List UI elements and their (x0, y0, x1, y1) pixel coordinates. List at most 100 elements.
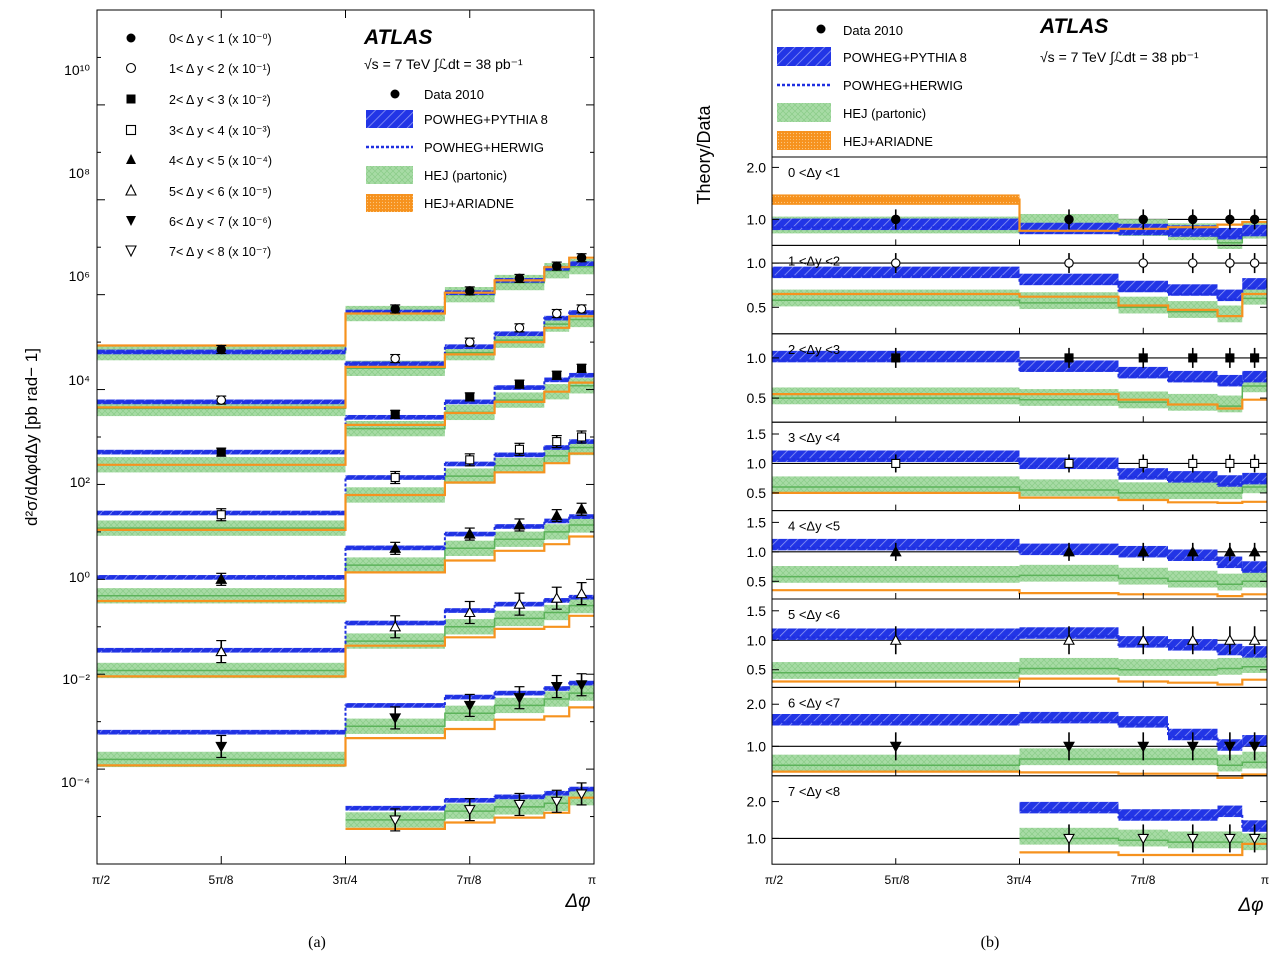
data-point (550, 592, 563, 603)
hej-ariadne-line (772, 677, 1267, 686)
x-tick-label: π/2 (765, 873, 784, 887)
y-tick-label: 1.0 (747, 255, 767, 271)
hej-ariadne-line (97, 315, 594, 409)
y-tick-label: 0.5 (747, 662, 767, 678)
data-point (577, 363, 587, 373)
data-point (514, 379, 525, 389)
powheg-pythia-band (772, 714, 1020, 726)
legend-label: Data 2010 (843, 23, 903, 38)
data-point (215, 741, 228, 753)
hej-partonic-band (1167, 570, 1218, 588)
legend-label: 3< Δ y < 4 (x 10⁻³) (169, 124, 271, 138)
data-point (390, 409, 400, 419)
left-energy-label: √s = 7 TeV ∫ℒdt = 38 pb⁻¹ (364, 56, 523, 72)
data-point (1225, 258, 1235, 268)
y-tick-label: 1.5 (747, 603, 767, 619)
hej-ariadne-line (97, 706, 594, 767)
left-plot-area (97, 252, 594, 832)
data-point (891, 353, 901, 363)
data-point (1064, 214, 1074, 225)
powheg-pythia-swatch (777, 47, 831, 66)
powheg-pythia-band (1118, 366, 1168, 379)
data-point (216, 395, 227, 405)
y-tick-label: 2.0 (747, 159, 767, 175)
hej-partonic-band (1019, 657, 1119, 675)
right-x-axis-label: Δφ (1237, 895, 1263, 916)
data-point (890, 258, 901, 268)
data-point (889, 741, 902, 753)
hej-partonic-band (772, 476, 1020, 494)
data-point (514, 444, 525, 454)
powheg-herwig-line (772, 635, 1267, 656)
open-triangle-up-marker (125, 183, 137, 196)
right-y-axis-label: Theory/Data (694, 104, 714, 204)
y-tick-label: 0.5 (747, 390, 767, 406)
series-group (97, 304, 594, 417)
right-atlas-label: ATLAS (1039, 15, 1108, 38)
data-point (1250, 458, 1260, 469)
ratio-subpanel: 7 <Δy <8 2.0 1.0 (747, 775, 1268, 865)
hej-ariadne-line (772, 589, 1267, 598)
right-energy-label: √s = 7 TeV ∫ℒdt = 38 pb⁻¹ (1040, 49, 1199, 65)
data-point (577, 432, 587, 442)
hej-ariadne-line (772, 393, 1267, 410)
data-point (1138, 353, 1148, 363)
hej-partonic-swatch (777, 103, 831, 122)
x-tick-label: 3π/4 (333, 873, 358, 887)
left-tick-marks (96, 9, 595, 865)
ratio-subpanel: 2 <Δy <3 1.0 0.5 (747, 333, 1268, 423)
x-tick-label: 5π/8 (209, 873, 234, 887)
data-point (550, 796, 563, 808)
data-point (1064, 258, 1074, 268)
data-point (1137, 545, 1150, 557)
data-point (464, 337, 475, 347)
subpanel-label: 2 <Δy <3 (788, 342, 840, 357)
data-point (552, 370, 562, 380)
data-point (463, 527, 476, 539)
data-point (390, 353, 400, 364)
legend-label: POWHEG+HERWIG (843, 78, 963, 93)
data-point (1138, 458, 1148, 469)
data-point (215, 645, 228, 657)
data-point (1063, 545, 1075, 557)
y-tick-label: 1.0 (747, 211, 767, 227)
data-point (1223, 741, 1236, 753)
legend-entry: 3< Δ y < 4 (x 10⁻³) (125, 124, 271, 138)
right-caption: (b) (981, 934, 1000, 951)
y-tick-label: 1.0 (747, 544, 767, 560)
data-point (1248, 741, 1261, 753)
legend-label: 4< Δ y < 5 (x 10⁻⁴) (169, 154, 272, 168)
y-tick-label: 1.0 (747, 632, 767, 648)
hej-partonic-band (772, 565, 1020, 583)
data-point (1063, 741, 1075, 753)
filled-square-marker (126, 94, 136, 104)
data-point (575, 789, 588, 801)
data-point (465, 455, 475, 465)
data-point (575, 587, 588, 599)
left-marker-legend: 0< Δ y < 1 (x 10⁻⁰) 1< Δ y < 2 (x 10⁻¹) … (125, 32, 272, 259)
powheg-pythia-band (1217, 805, 1243, 818)
hej-partonic-line (772, 666, 1267, 674)
subpanel-label: 3 <Δy <4 (788, 430, 840, 445)
hej-partonic-band (1217, 305, 1243, 323)
data-point (390, 304, 400, 314)
subpanel-label: 1 <Δy <2 (788, 253, 840, 268)
hej-ariadne-line (345, 796, 594, 830)
powheg-pythia-band (1242, 224, 1267, 237)
data-point (1186, 545, 1199, 557)
hej-partonic-swatch (366, 166, 413, 184)
data-point (1223, 634, 1236, 645)
data-point (550, 681, 563, 693)
data-point (575, 503, 588, 514)
filled-triangle-up-marker (126, 154, 136, 164)
left-y-axis-label: d²σ/dΔφdΔy [pb rad− 1] (22, 348, 41, 526)
hej-partonic-band (1019, 479, 1119, 497)
data-point (1186, 741, 1199, 753)
data-marker-swatch (390, 89, 400, 99)
ratio-subpanel: 6 <Δy <7 2.0 1.0 (747, 686, 1268, 779)
data-point (889, 634, 902, 645)
data-point (1249, 258, 1260, 268)
powheg-herwig-line (1019, 809, 1267, 830)
left-atlas-label: ATLAS (363, 26, 432, 49)
hej-partonic-band (1217, 573, 1243, 591)
